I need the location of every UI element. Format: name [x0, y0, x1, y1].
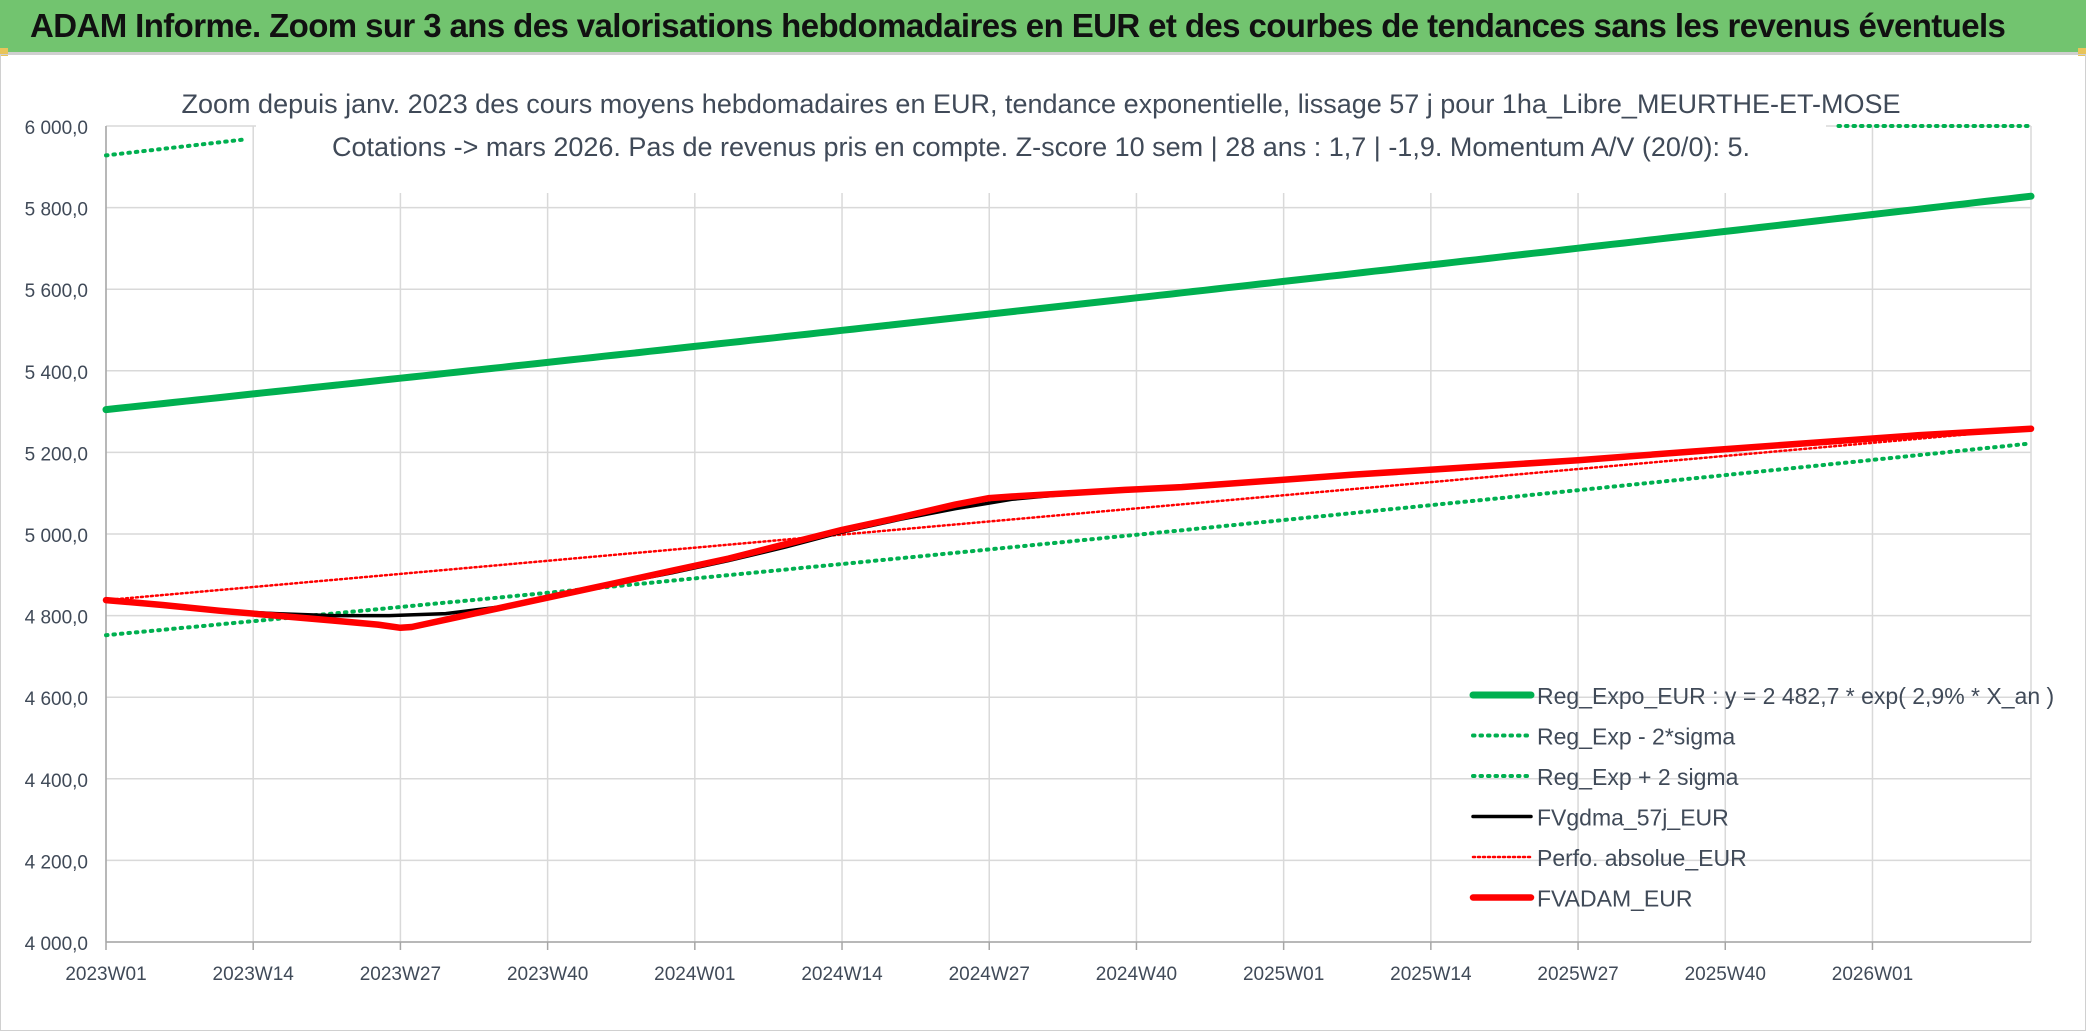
- series-line-2-seg-0: [104, 137, 250, 158]
- x-tick-label: 2023W01: [65, 964, 146, 985]
- x-tick-label: 2025W14: [1390, 964, 1472, 985]
- x-tick-label: 2024W40: [1096, 964, 1177, 985]
- legend-label-3: FVgdma_57j_EUR: [1537, 805, 1729, 831]
- banner-corner-right: [2078, 48, 2086, 56]
- series-line-5: [102, 425, 2035, 632]
- chart-title: Zoom depuis janv. 2023 des cours moyens …: [182, 89, 1901, 119]
- x-tick-label: 2023W27: [360, 964, 441, 985]
- x-tick-label: 2023W40: [507, 964, 588, 985]
- y-tick-label: 4 000,0: [25, 934, 88, 955]
- x-tick-label: 2024W14: [801, 964, 883, 985]
- banner-corner-left: [0, 48, 8, 56]
- grid-lines: [105, 125, 2032, 943]
- y-tick-label: 4 200,0: [25, 852, 88, 873]
- legend-label-5: FVADAM_EUR: [1537, 886, 1693, 912]
- legend-label-1: Reg_Exp - 2*sigma: [1537, 724, 1735, 750]
- chart-frame: 4 000,0 4 200,0 4 400,0 4 600,0 4 800,0 5 000…: [0, 54, 2086, 1031]
- y-tick-label: 4 600,0: [25, 689, 88, 710]
- x-tick-label: 2025W27: [1537, 964, 1618, 985]
- x-tick-label: 2025W40: [1685, 964, 1766, 985]
- y-tick-label: 6 000,0: [25, 118, 88, 139]
- series-line-1: [104, 441, 2033, 638]
- x-tick-label: 2024W27: [949, 964, 1030, 985]
- axes: 4 000,0 4 200,0 4 400,0 4 600,0 4 800,0 5 000…: [25, 118, 2031, 985]
- y-tick-label: 5 200,0: [25, 444, 88, 465]
- x-tick-label: 2026W01: [1832, 964, 1913, 985]
- legend-label-0: Reg_Expo_EUR : y = 2 482,7 * exp( 2,9% *…: [1537, 683, 2054, 709]
- report-title: ADAM Informe. Zoom sur 3 ans des valoris…: [30, 7, 2006, 44]
- legend-label-4: Perfo. absolue_EUR: [1537, 845, 1747, 871]
- series-lines: [102, 124, 2035, 638]
- x-tick-label: 2023W14: [213, 964, 295, 985]
- x-tick-label: 2025W01: [1243, 964, 1324, 985]
- legend: Reg_Expo_EUR : y = 2 482,7 * exp( 2,9% *…: [1469, 683, 2054, 912]
- report-banner: ADAM Informe. Zoom sur 3 ans des valoris…: [0, 0, 2086, 54]
- chart-subtitle: Cotations -> mars 2026. Pas de revenus p…: [332, 132, 1750, 162]
- title-background: [256, 113, 1826, 193]
- y-tick-label: 5 400,0: [25, 363, 88, 384]
- y-tick-label: 5 800,0: [25, 200, 88, 221]
- line-chart: 4 000,0 4 200,0 4 400,0 4 600,0 4 800,0 5 000…: [25, 89, 2055, 985]
- y-tick-label: 5 600,0: [25, 281, 88, 302]
- y-tick-label: 4 400,0: [25, 771, 88, 792]
- y-tick-label: 4 800,0: [25, 608, 88, 629]
- x-tick-label: 2024W01: [654, 964, 735, 985]
- legend-label-2: Reg_Exp + 2 sigma: [1537, 764, 1739, 790]
- y-tick-label: 5 000,0: [25, 526, 88, 547]
- series-line-0: [102, 192, 2035, 414]
- series-line-4: [104, 427, 2033, 602]
- series-line-3: [104, 426, 2033, 618]
